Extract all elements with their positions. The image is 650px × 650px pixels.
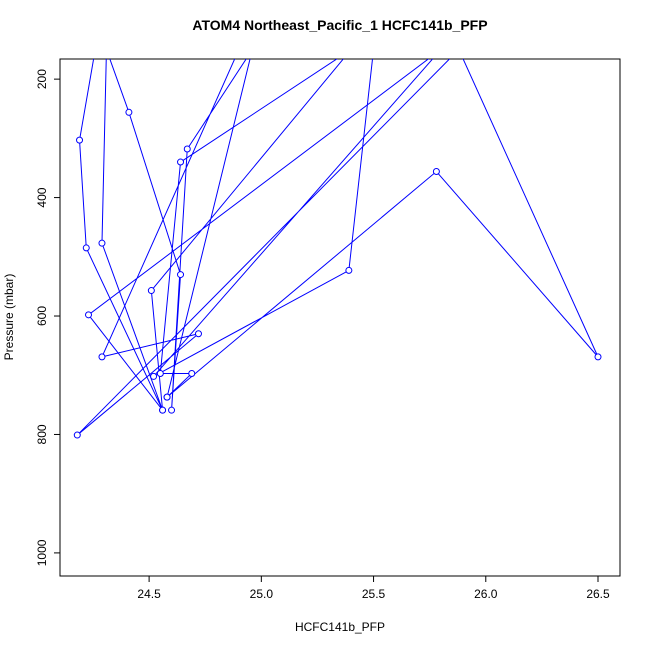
y-axis-label: Pressure (mbar) [2,274,16,361]
data-point [150,372,158,380]
data-point [98,353,106,361]
y-tick-label: 400 [35,187,49,207]
data-point [73,431,81,439]
plot-frame [59,58,621,577]
data-point [168,406,176,414]
data-point [456,47,462,53]
data-point [92,47,98,53]
data-point [249,47,255,53]
y-tick-label: 600 [35,306,49,326]
data-point [98,239,106,247]
data-point [103,47,109,53]
data-point [371,47,377,53]
data-point [163,393,171,401]
data-point [432,168,440,176]
data-point [438,47,444,53]
y-tick-label: 200 [35,69,49,89]
data-point [82,244,90,252]
data-point [156,369,164,377]
data-point [188,369,196,377]
y-tick-label: 800 [35,424,49,444]
data-point [177,271,185,279]
x-axis-label: HCFC141b_PFP [295,620,385,634]
x-tick-label: 24.5 [137,587,161,601]
data-point [194,330,202,338]
data-point [85,311,93,319]
data-point [594,353,602,361]
data-point [159,406,167,414]
x-tick-label: 26.0 [474,587,498,601]
data-point [348,47,354,53]
chart-title: ATOM4 Northeast_Pacific_1 HCFC141b_PFP [192,17,487,33]
data-point [177,158,185,166]
data-point [125,108,133,116]
data-point [76,136,84,144]
plot-area [73,47,602,439]
y-tick-label: 1000 [35,539,49,566]
data-point [236,47,242,53]
data-point [183,145,191,153]
x-tick-label: 26.5 [586,587,610,601]
x-tick-label: 25.0 [250,587,274,601]
data-point [345,266,353,274]
data-point [147,287,155,295]
x-tick-label: 25.5 [362,587,386,601]
